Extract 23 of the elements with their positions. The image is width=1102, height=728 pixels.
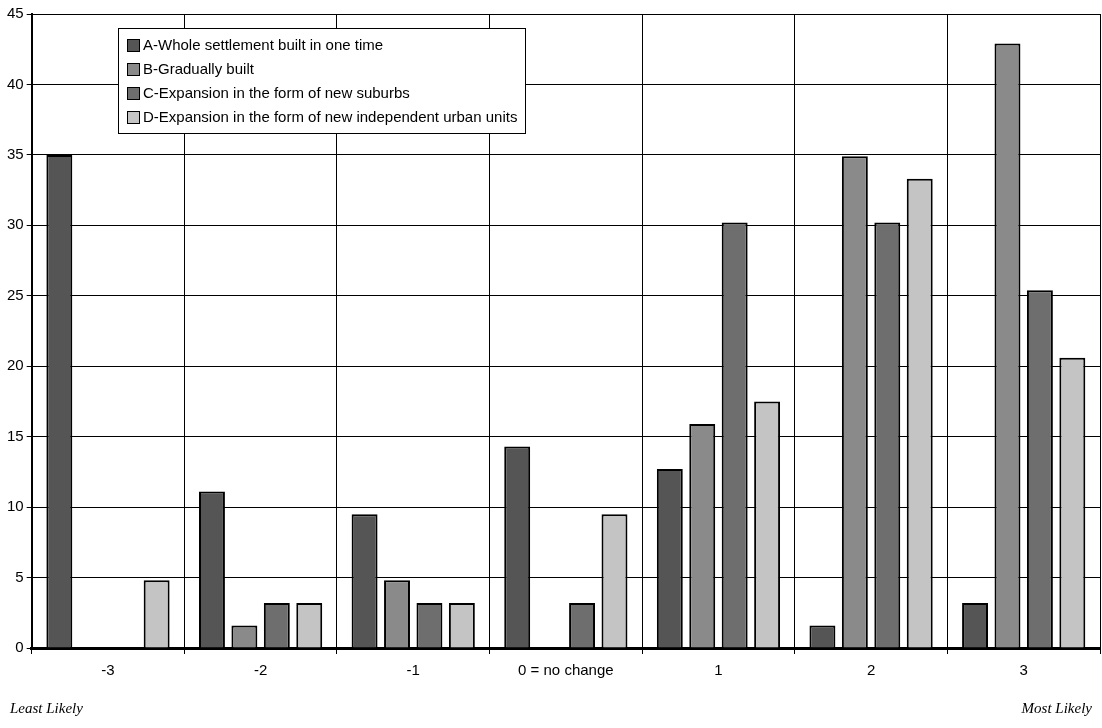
y-tick-label: 45: [7, 4, 24, 22]
x-tick-label: 2: [866, 661, 876, 679]
y-tick-label: 25: [7, 285, 24, 303]
legend-label: B-Gradually built: [143, 59, 254, 79]
y-tick-label: 0: [15, 638, 24, 656]
y-tick-label: 5: [15, 567, 24, 585]
x-tick-label: 0 = no change: [518, 661, 614, 679]
x-tick-label: 3: [1019, 661, 1028, 679]
text: Least Likely: [10, 700, 83, 717]
legend-label: A-Whole settlement built in one time: [143, 35, 384, 55]
legend-label: D-Expansion in the form of new independent urban units: [143, 107, 518, 127]
x-tick-label: -2: [253, 661, 268, 679]
text: Most Likely: [1021, 700, 1092, 717]
x-tick-label: 1: [714, 661, 723, 679]
legend-label: C-Expansion in the form of new suburbs: [143, 83, 410, 103]
y-tick-label: 10: [7, 497, 24, 515]
y-tick-label: 20: [7, 356, 24, 374]
y-tick-label: 30: [7, 215, 24, 233]
y-tick-label: 40: [7, 74, 24, 92]
y-tick-label: 35: [7, 145, 24, 163]
x-tick-label: -3: [101, 661, 115, 679]
y-tick-label: 15: [7, 426, 24, 444]
x-tick-label: -1: [406, 661, 420, 679]
